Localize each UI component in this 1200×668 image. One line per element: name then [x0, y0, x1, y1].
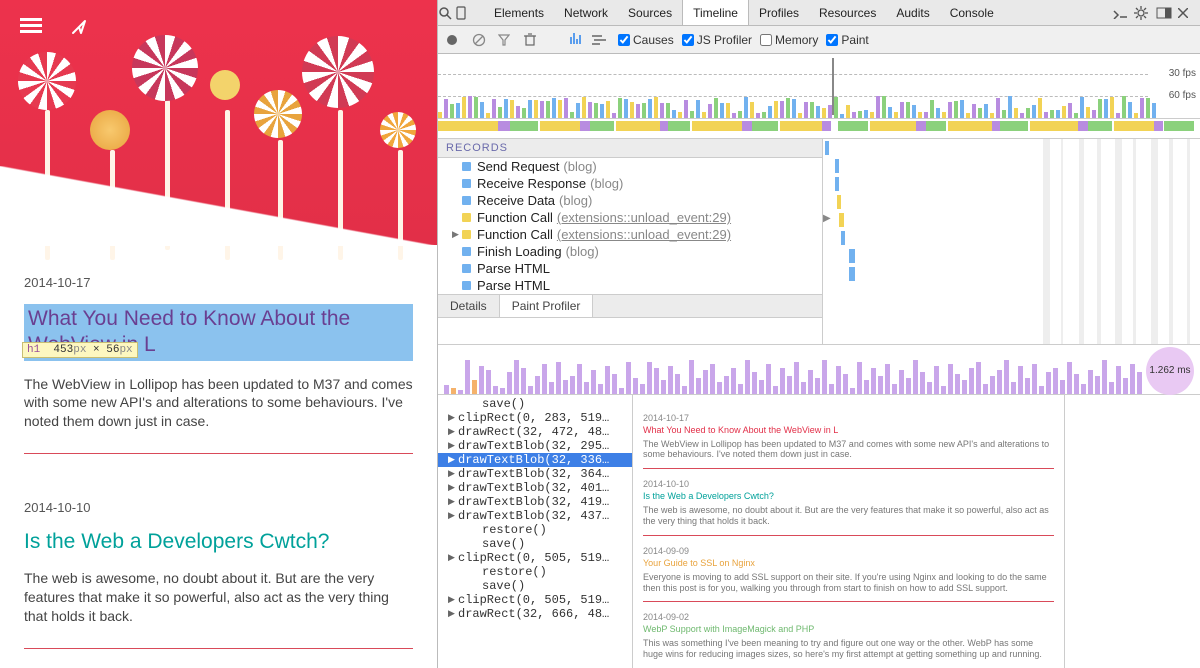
memory-checkbox[interactable]: Memory — [760, 33, 818, 47]
tab-network[interactable]: Network — [554, 0, 618, 25]
close-icon[interactable] — [1178, 8, 1200, 18]
post-date: 2014-10-10 — [24, 500, 413, 515]
records-pane: RECORDS Send Request(blog)Receive Respon… — [438, 139, 823, 344]
post-text: The web is awesome, no doubt about it. B… — [24, 569, 413, 626]
tab-audits[interactable]: Audits — [886, 0, 939, 25]
device-icon[interactable] — [456, 6, 474, 20]
record-row[interactable]: ▶Function Call(extensions::unload_event:… — [438, 226, 822, 243]
lower-tabs: DetailsPaint Profiler — [438, 295, 822, 318]
paint-preview: 2014-10-17What You Need to Know About th… — [633, 395, 1065, 668]
blog-post: 2014-10-17 What You Need to Know About t… — [0, 275, 437, 470]
record-row[interactable]: Parse HTML — [438, 277, 822, 294]
tab-sources[interactable]: Sources — [618, 0, 682, 25]
post-divider — [24, 648, 413, 649]
paint-call[interactable]: ▶drawTextBlob(32, 419… — [438, 495, 632, 509]
tab-timeline[interactable]: Timeline — [682, 0, 749, 25]
filter-icon[interactable] — [498, 34, 516, 46]
jsprofiler-checkbox[interactable]: JS Profiler — [682, 33, 752, 47]
timeline-toolbar: Causes JS Profiler Memory Paint — [438, 26, 1200, 54]
menu-icon[interactable] — [20, 18, 42, 34]
hero-banner — [0, 0, 437, 245]
paint-call[interactable]: ▶clipRect(0, 283, 519… — [438, 411, 632, 425]
paint-call[interactable]: save() — [438, 537, 632, 551]
records-header: RECORDS — [438, 139, 822, 158]
paint-call[interactable]: ▶drawTextBlob(32, 401… — [438, 481, 632, 495]
record-row[interactable]: Finish Loading(blog) — [438, 243, 822, 260]
paint-call[interactable]: ▶drawTextBlob(32, 364… — [438, 467, 632, 481]
records-list[interactable]: Send Request(blog)Receive Response(blog)… — [438, 158, 822, 294]
paintprofiler-time: 1.262 ms — [1146, 347, 1194, 395]
location-icon[interactable] — [70, 18, 88, 36]
inspect-icon[interactable] — [438, 6, 456, 20]
paint-call-list[interactable]: save()▶clipRect(0, 283, 519…▶drawRect(32… — [438, 395, 633, 668]
record-row[interactable]: Parse HTML — [438, 260, 822, 277]
blog-post: 2014-10-10 Is the Web a Developers Cwtch… — [0, 500, 437, 665]
element-tooltip: h1 453px × 56px — [22, 342, 138, 358]
waterfall-view-icon[interactable] — [592, 34, 610, 46]
webpage-pane: 2014-10-17 What You Need to Know About t… — [0, 0, 437, 668]
flame-strip[interactable] — [438, 119, 1200, 139]
lower-tab-paint-profiler[interactable]: Paint Profiler — [499, 295, 594, 317]
bars-view-icon[interactable] — [566, 32, 584, 47]
post-text: The WebView in Lollipop has been updated… — [24, 375, 413, 432]
paint-call[interactable]: ▶drawTextBlob(32, 336… — [438, 453, 632, 467]
paint-call[interactable]: save() — [438, 397, 632, 411]
lower-tab-details[interactable]: Details — [438, 295, 499, 317]
paint-thumbnails — [1065, 395, 1200, 668]
record-row[interactable]: Function Call(extensions::unload_event:2… — [438, 209, 822, 226]
paint-call[interactable]: ▶clipRect(0, 505, 519… — [438, 551, 632, 565]
paint-call[interactable]: ▶drawRect(32, 472, 48… — [438, 425, 632, 439]
drawer-icon[interactable] — [1112, 7, 1134, 19]
waterfall-pane[interactable]: ▶ — [823, 139, 1200, 344]
tab-resources[interactable]: Resources — [809, 0, 886, 25]
fps-overview[interactable]: 30 fps 60 fps — [438, 54, 1200, 119]
tab-console[interactable]: Console — [940, 0, 1004, 25]
post-date: 2014-10-17 — [24, 275, 413, 290]
dock-icon[interactable] — [1156, 7, 1178, 19]
tab-elements[interactable]: Elements — [484, 0, 554, 25]
post-list: 2014-10-17 What You Need to Know About t… — [0, 275, 437, 668]
clear-icon[interactable] — [472, 33, 490, 47]
causes-checkbox[interactable]: Causes — [618, 33, 674, 47]
devtools-panel: ElementsNetworkSourcesTimelineProfilesRe… — [437, 0, 1200, 668]
lower-panel: DetailsPaint Profiler — [438, 294, 822, 318]
paint-checkbox[interactable]: Paint — [826, 33, 868, 47]
record-icon[interactable] — [446, 34, 464, 46]
tab-profiles[interactable]: Profiles — [749, 0, 809, 25]
paint-call[interactable]: restore() — [438, 523, 632, 537]
settings-icon[interactable] — [1134, 6, 1156, 20]
post-title[interactable]: Is the Web a Developers Cwtch? — [24, 529, 413, 555]
devtools-tabbar: ElementsNetworkSourcesTimelineProfilesRe… — [438, 0, 1200, 26]
record-row[interactable]: Receive Response(blog) — [438, 175, 822, 192]
paint-call[interactable]: save() — [438, 579, 632, 593]
record-row[interactable]: Send Request(blog) — [438, 158, 822, 175]
post-divider — [24, 453, 413, 454]
paintprofiler-histogram[interactable]: 1.262 ms — [438, 345, 1200, 395]
paint-call[interactable]: ▶drawRect(32, 666, 48… — [438, 607, 632, 621]
paint-call[interactable]: restore() — [438, 565, 632, 579]
garbage-icon[interactable] — [524, 33, 542, 46]
paint-call[interactable]: ▶clipRect(0, 505, 519… — [438, 593, 632, 607]
record-row[interactable]: Receive Data(blog) — [438, 192, 822, 209]
paint-call[interactable]: ▶drawTextBlob(32, 295… — [438, 439, 632, 453]
paint-call[interactable]: ▶drawTextBlob(32, 437… — [438, 509, 632, 523]
